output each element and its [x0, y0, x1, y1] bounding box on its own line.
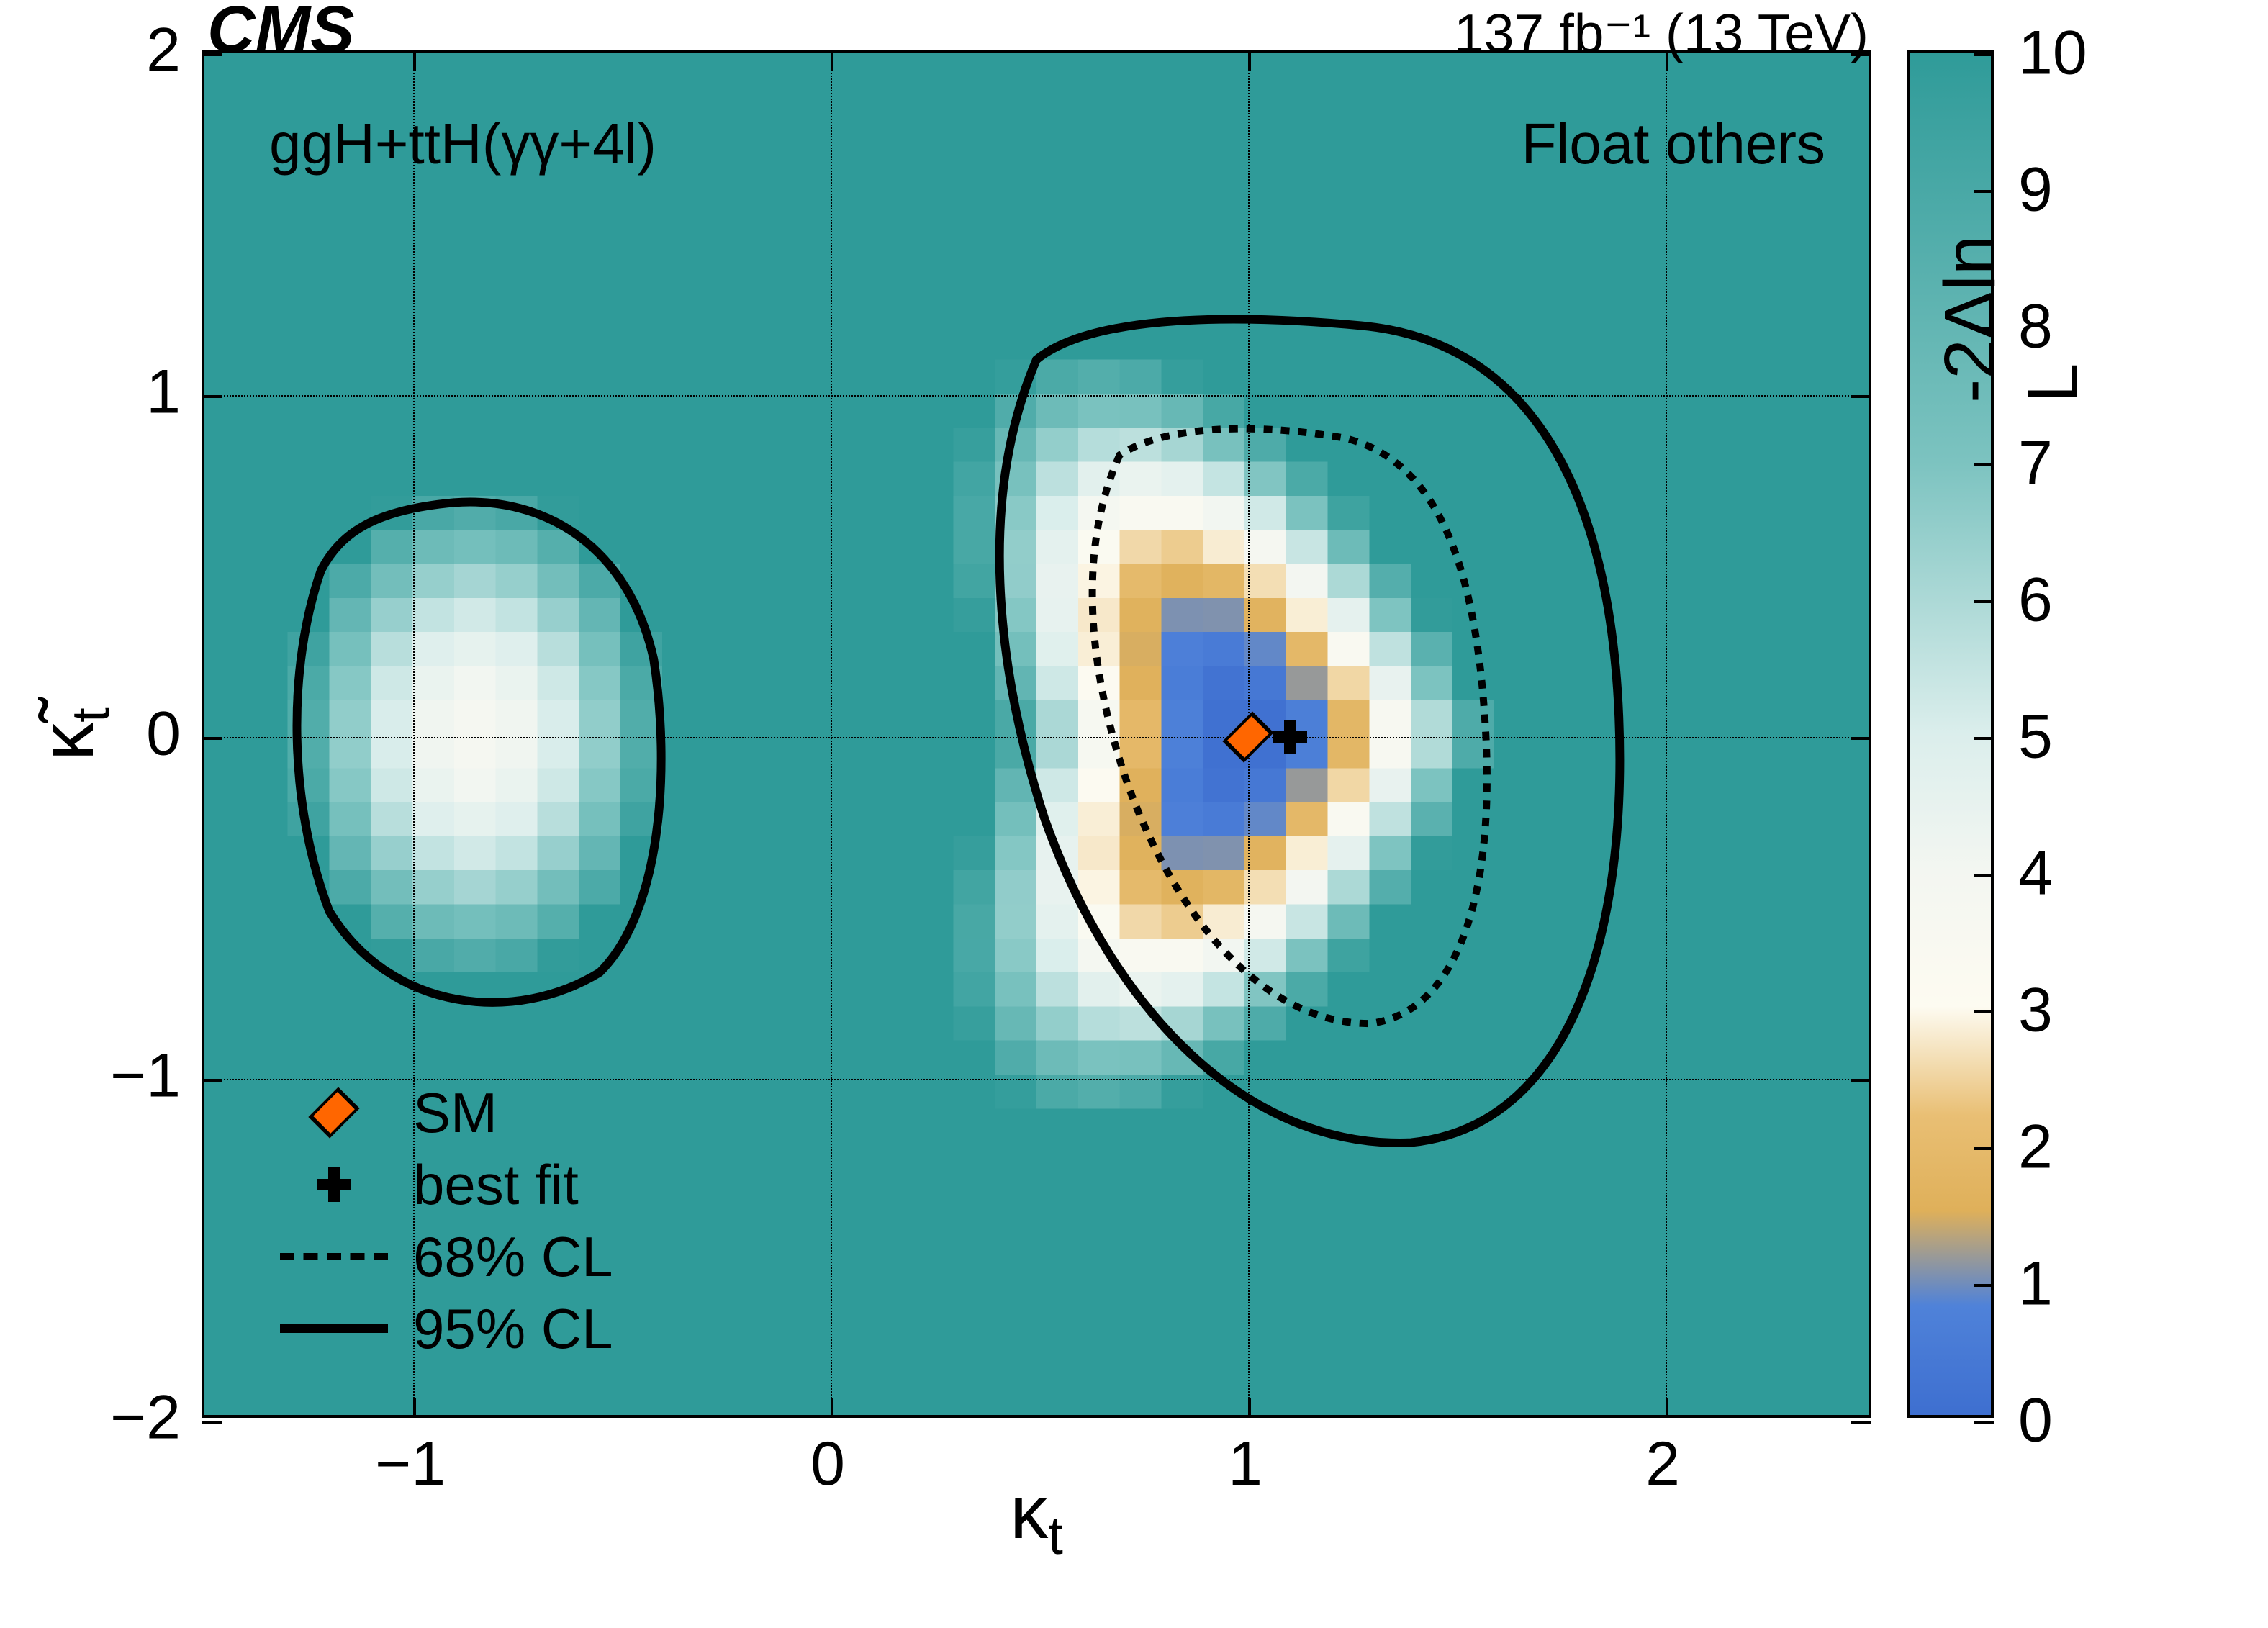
legend-item-cl68: 68% CL [276, 1221, 613, 1293]
experiment-label: CMS [207, 0, 354, 68]
annotation-scheme: Float others [1522, 111, 1825, 177]
annotation-process: ggH+ttH(γγ+4l) [269, 111, 656, 177]
sm-marker [1233, 722, 1263, 752]
luminosity-label: 137 fb⁻¹ (13 TeV) [1454, 1, 1869, 65]
legend-item-cl95: 95% CL [276, 1293, 613, 1365]
legend-item-sm: SM [276, 1077, 613, 1149]
legend-label-cl95: 95% CL [413, 1296, 613, 1362]
legend-item-bestfit: best fit [276, 1149, 613, 1221]
legend-label-bestfit: best fit [413, 1152, 579, 1218]
colorbar: -2Δln L 012345678910 [1907, 50, 1994, 1418]
legend-label-cl68: 68% CL [413, 1224, 613, 1290]
legend: SM best fit 68% CL 95% CL [276, 1077, 613, 1365]
plot-area: CMS 137 fb⁻¹ (13 TeV) ggH+ttH(γγ+4l) Flo… [202, 50, 1871, 1418]
figure: CMS 137 fb⁻¹ (13 TeV) ggH+ttH(γγ+4l) Flo… [0, 0, 2268, 1628]
x-axis-title: κt [1010, 1469, 1063, 1566]
y-axis-title: κ̃t [24, 707, 121, 761]
legend-label-sm: SM [413, 1080, 497, 1146]
colorbar-title: -2Δln L [1929, 200, 2095, 403]
